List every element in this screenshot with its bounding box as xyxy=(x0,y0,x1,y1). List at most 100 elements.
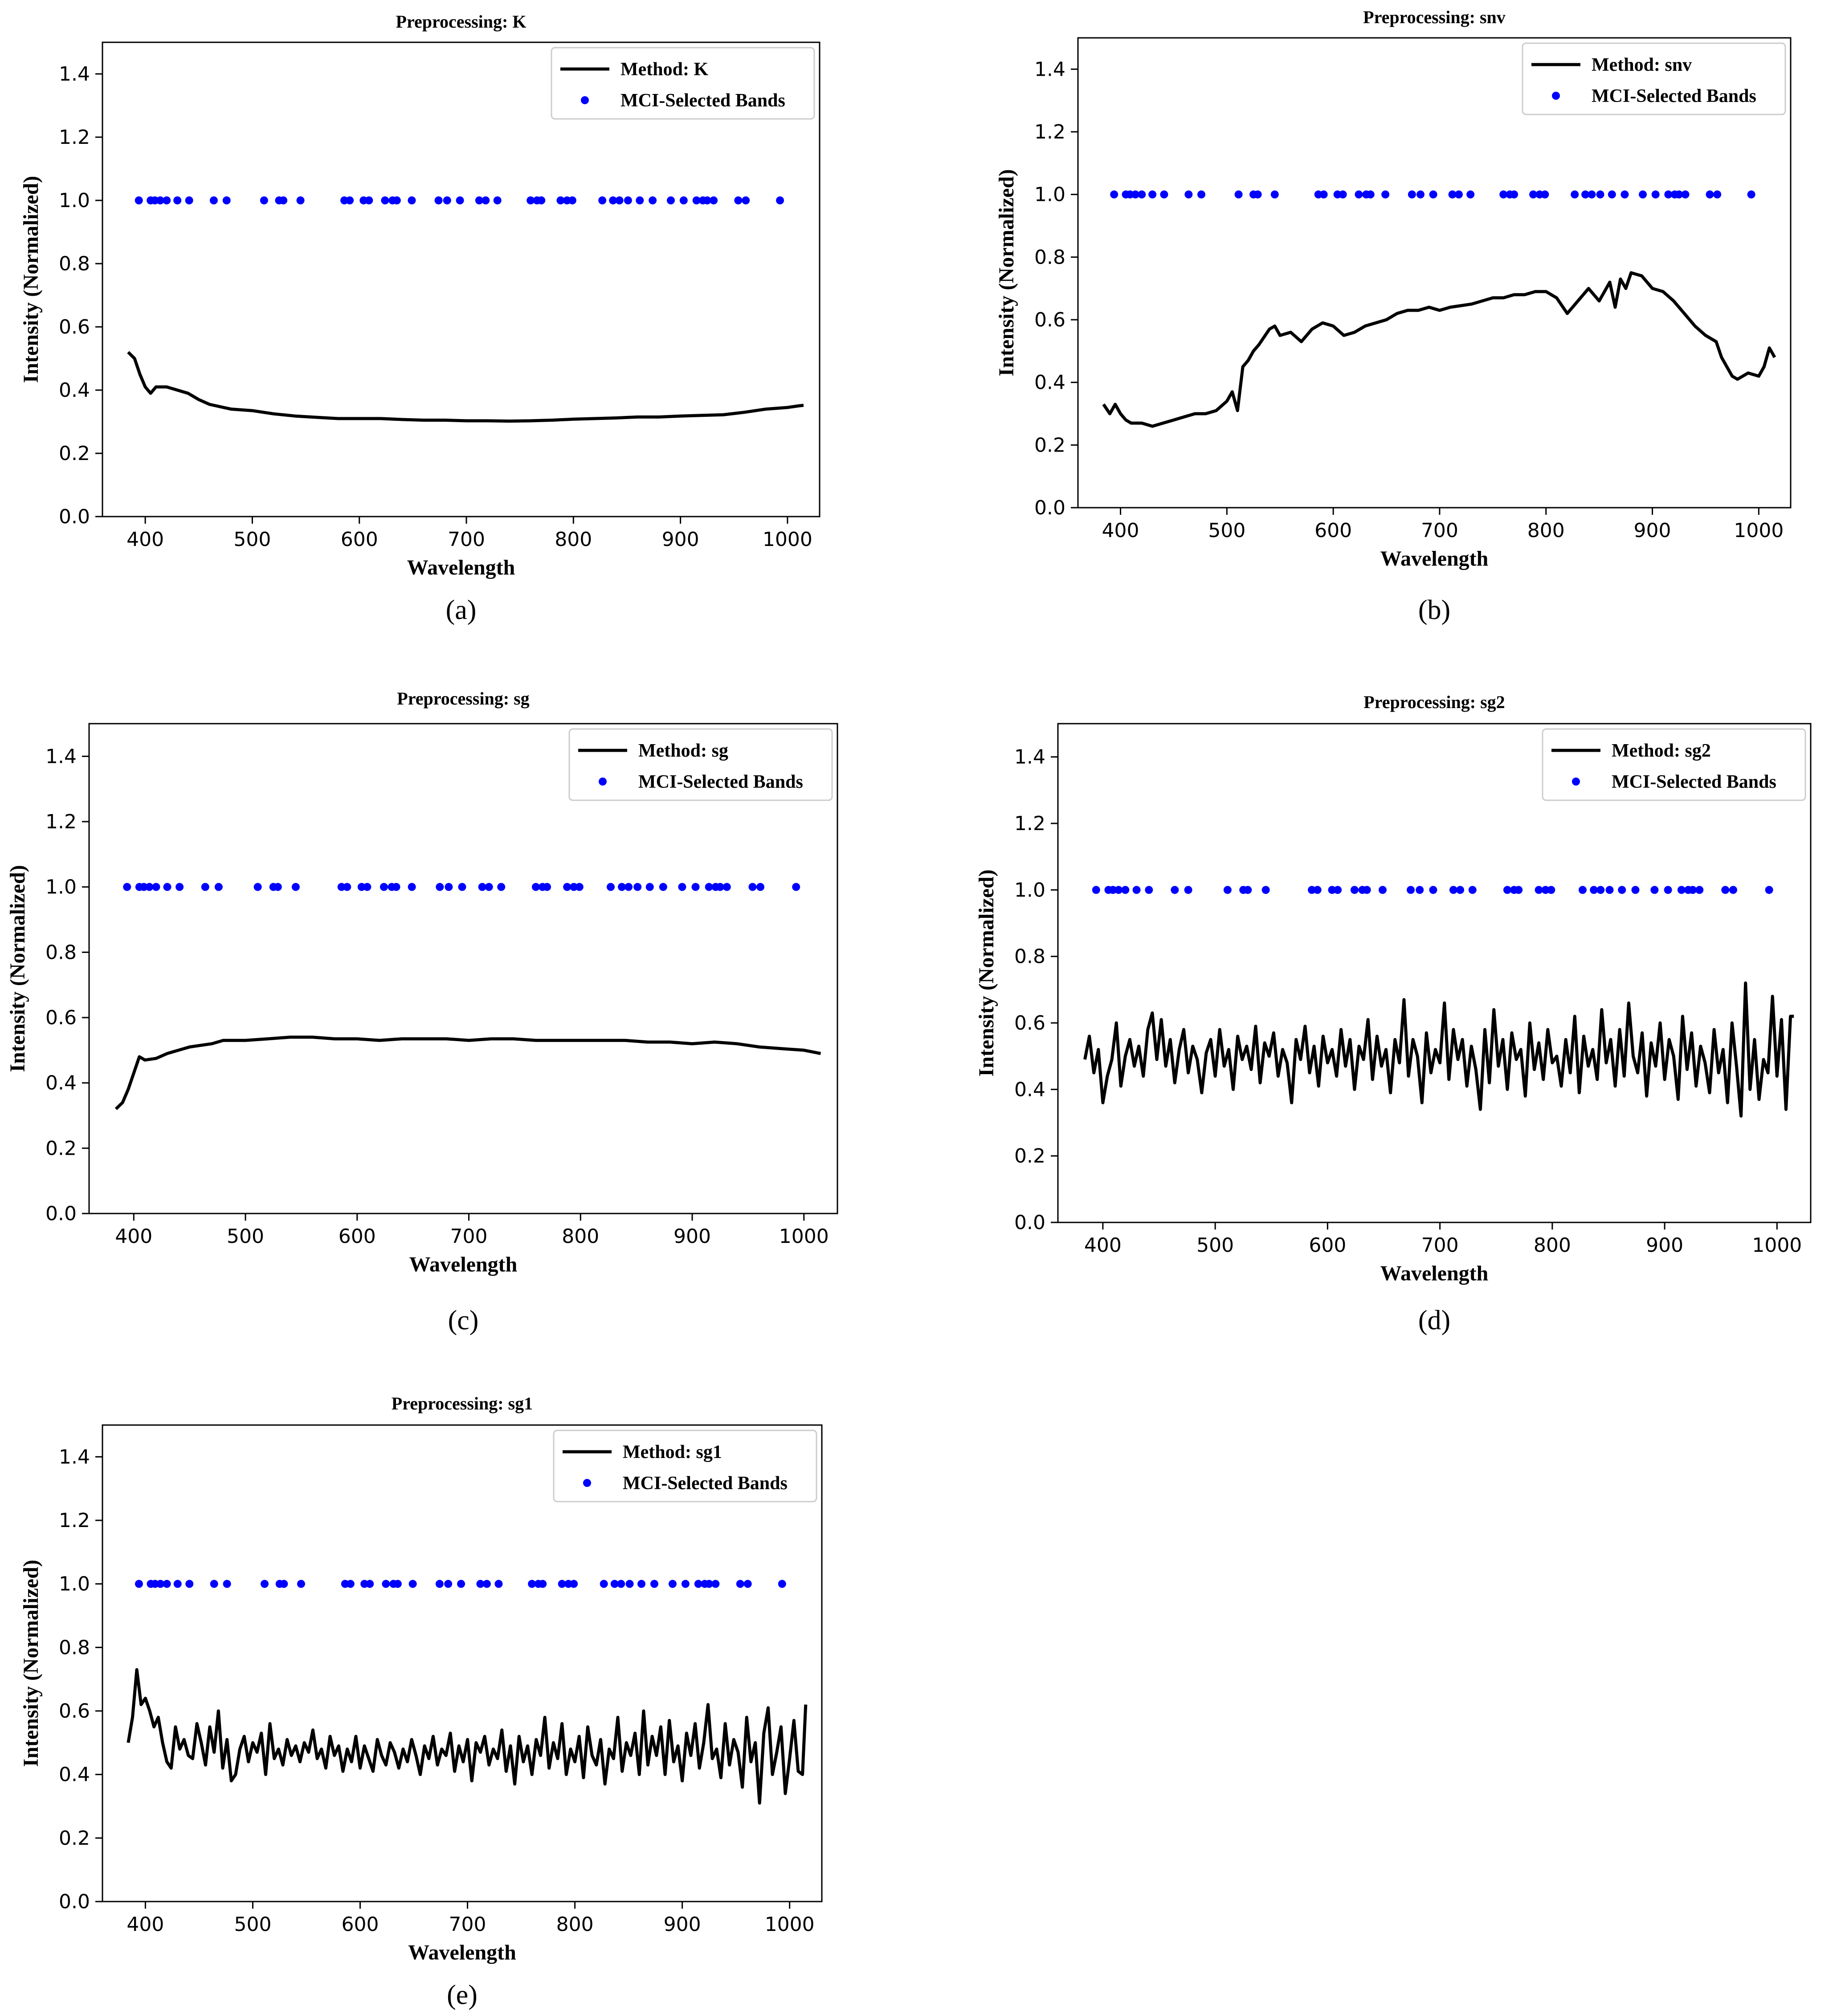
band-point xyxy=(692,196,701,204)
band-point xyxy=(1197,190,1206,199)
axes-frame xyxy=(102,41,820,517)
band-point xyxy=(408,1580,417,1588)
y-axis-label: Intensity (Normalized) xyxy=(6,865,29,1072)
band-point xyxy=(1092,886,1100,894)
band-point xyxy=(1138,190,1146,199)
band-point xyxy=(185,196,193,204)
band-point xyxy=(1319,190,1328,199)
band-point xyxy=(1350,886,1359,894)
x-tick-label: 700 xyxy=(449,1913,486,1936)
band-point xyxy=(297,1580,305,1588)
band-point xyxy=(742,196,750,204)
y-tick-label: 0.4 xyxy=(1014,1078,1045,1101)
band-point xyxy=(123,883,131,891)
legend-box xyxy=(551,47,815,120)
band-point xyxy=(1713,190,1722,199)
series-line xyxy=(114,1035,821,1110)
band-point xyxy=(494,1580,503,1588)
band-point xyxy=(600,1580,608,1588)
band-point xyxy=(152,883,160,891)
band-point xyxy=(357,883,366,891)
band-point xyxy=(365,196,373,204)
legend-box xyxy=(568,728,833,801)
band-point xyxy=(617,1580,625,1588)
band-point xyxy=(173,196,182,204)
x-axis-label: Wavelength xyxy=(407,556,515,579)
band-point xyxy=(346,1580,355,1588)
y-tick-label: 0.8 xyxy=(45,941,77,964)
band-point xyxy=(346,196,354,204)
legend-point-swatch xyxy=(599,778,607,786)
band-point xyxy=(222,196,231,204)
legend: Method: K MCI-Selected Bands xyxy=(551,47,815,120)
x-tick-label: 800 xyxy=(555,528,592,551)
x-tick-label: 900 xyxy=(662,528,699,551)
band-point xyxy=(156,196,164,204)
band-point xyxy=(645,883,654,891)
y-tick-label: 1.4 xyxy=(1034,58,1065,81)
band-point xyxy=(705,1580,713,1588)
band-point xyxy=(556,196,565,204)
band-point xyxy=(1541,190,1549,199)
band-point xyxy=(1381,190,1390,199)
band-point xyxy=(606,883,615,891)
y-tick-label: 0.2 xyxy=(45,1137,77,1160)
band-point xyxy=(705,883,713,891)
band-point xyxy=(748,883,757,891)
band-point xyxy=(1581,190,1590,199)
band-point xyxy=(337,883,346,891)
band-point xyxy=(1355,190,1363,199)
legend-point-swatch xyxy=(583,1479,591,1487)
band-point xyxy=(1110,190,1118,199)
band-point xyxy=(482,196,490,204)
band-point xyxy=(625,883,633,891)
y-tick-label: 0.4 xyxy=(59,379,90,402)
band-point xyxy=(260,1580,269,1588)
band-point xyxy=(1571,190,1579,199)
band-point xyxy=(1253,190,1262,199)
x-tick-label: 500 xyxy=(1196,1234,1234,1257)
x-tick-label: 400 xyxy=(1084,1234,1122,1257)
panel-label: (d) xyxy=(1418,1305,1450,1336)
y-axis-label: Intensity (Normalized) xyxy=(19,1560,43,1767)
band-point xyxy=(1131,190,1139,199)
y-tick-label: 0.6 xyxy=(1014,1012,1045,1034)
band-point xyxy=(135,1580,143,1588)
x-tick-label: 700 xyxy=(1421,1234,1459,1257)
band-point xyxy=(1631,886,1640,894)
band-point xyxy=(1529,190,1538,199)
x-tick-label: 900 xyxy=(1634,519,1671,542)
band-point xyxy=(711,1580,720,1588)
band-point xyxy=(1261,886,1270,894)
y-tick-label: 0.8 xyxy=(1034,246,1065,269)
band-point xyxy=(778,1580,786,1588)
band-point xyxy=(1681,190,1690,199)
band-point xyxy=(1596,886,1605,894)
x-tick-label: 900 xyxy=(664,1913,701,1936)
band-point xyxy=(1466,190,1475,199)
band-point xyxy=(185,1580,194,1588)
legend-point-swatch xyxy=(1572,778,1580,786)
band-point xyxy=(624,196,632,204)
y-tick-label: 0.0 xyxy=(1014,1211,1045,1234)
series-line xyxy=(1102,271,1776,428)
band-point xyxy=(531,883,540,891)
series-line xyxy=(1083,981,1794,1118)
band-point xyxy=(408,196,416,204)
chart-panel-b: Preprocessing: snv 400 500 600 700 800 900 1000… xyxy=(995,7,1792,625)
y-tick-label: 1.0 xyxy=(1034,183,1065,206)
legend-entry-method: Method: snv xyxy=(1592,55,1692,75)
x-tick-label: 600 xyxy=(339,1225,376,1248)
band-point xyxy=(1171,886,1179,894)
band-point xyxy=(1675,190,1683,199)
band-point xyxy=(1468,886,1477,894)
band-point xyxy=(1454,190,1463,199)
band-point xyxy=(209,196,218,204)
chart-panel-c: Preprocessing: sg 400 500 600 700 800 900 1000 0… xyxy=(6,688,838,1336)
band-point xyxy=(1121,886,1130,894)
band-point xyxy=(476,1580,485,1588)
band-point xyxy=(135,196,143,204)
y-tick-label: 0.2 xyxy=(59,1827,90,1849)
band-point xyxy=(1416,886,1424,894)
